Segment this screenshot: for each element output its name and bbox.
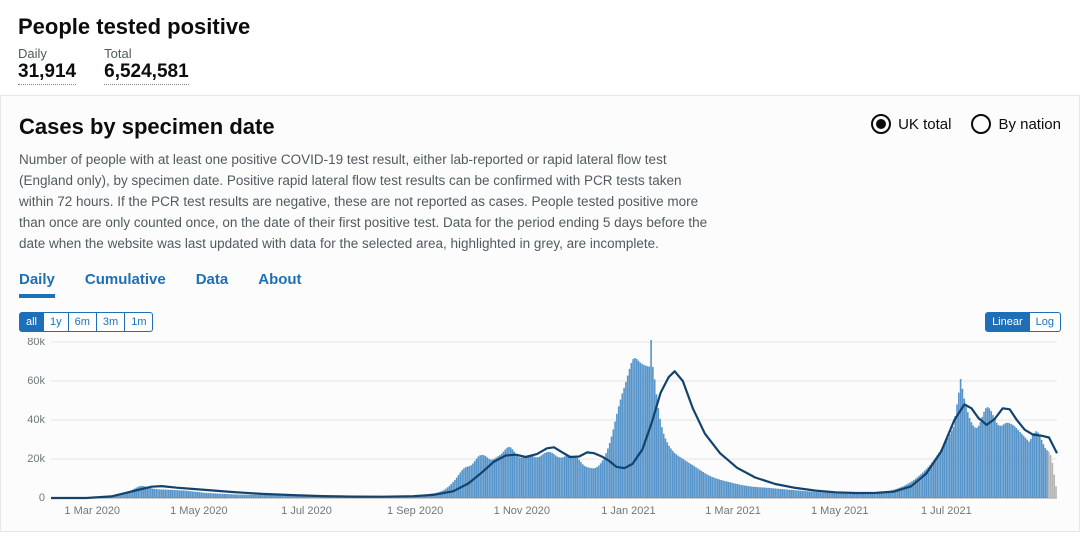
svg-text:60k: 60k — [27, 375, 45, 387]
summary-stats: Daily 31,914 Total 6,524,581 — [18, 46, 1062, 85]
range-6m[interactable]: 6m — [69, 312, 97, 332]
range-buttons: all 1y 6m 3m 1m — [19, 312, 153, 332]
svg-text:1 Sep 2020: 1 Sep 2020 — [387, 505, 443, 517]
radio-by-nation-label: By nation — [998, 116, 1061, 133]
radio-uk-total-label: UK total — [898, 116, 951, 133]
svg-text:20k: 20k — [27, 453, 45, 465]
tab-cumulative[interactable]: Cumulative — [85, 271, 166, 298]
stat-total: Total 6,524,581 — [104, 46, 189, 85]
svg-text:1 Nov 2020: 1 Nov 2020 — [494, 505, 550, 517]
scale-buttons: Linear Log — [985, 312, 1061, 332]
panel-description: Number of people with at least one posit… — [19, 150, 719, 255]
svg-text:1 Jan 2021: 1 Jan 2021 — [601, 505, 655, 517]
svg-text:0: 0 — [39, 492, 45, 504]
svg-text:80k: 80k — [27, 338, 45, 348]
stat-total-value: 6,524,581 — [104, 61, 189, 85]
radio-icon — [971, 114, 991, 134]
view-radios: UK total By nation — [871, 114, 1061, 134]
tab-data[interactable]: Data — [196, 271, 229, 298]
scale-log[interactable]: Log — [1030, 312, 1061, 332]
stat-total-label: Total — [104, 46, 189, 61]
svg-text:1 Mar 2020: 1 Mar 2020 — [64, 505, 120, 517]
svg-text:40k: 40k — [27, 414, 45, 426]
range-1y[interactable]: 1y — [44, 312, 69, 332]
svg-text:1 May 2021: 1 May 2021 — [811, 505, 868, 517]
svg-text:1 Jul 2021: 1 Jul 2021 — [921, 505, 972, 517]
cases-chart: 0 20k 40k 60k 80k 1 Mar 2020 1 May 2020 1 Jul 2… — [19, 338, 1063, 523]
radio-uk-total[interactable]: UK total — [871, 114, 951, 134]
svg-text:1 Mar 2021: 1 Mar 2021 — [705, 505, 761, 517]
radio-icon-selected — [871, 114, 891, 134]
stat-daily-value: 31,914 — [18, 61, 76, 85]
tab-about[interactable]: About — [258, 271, 301, 298]
stat-daily: Daily 31,914 — [18, 46, 76, 85]
range-3m[interactable]: 3m — [97, 312, 125, 332]
range-all[interactable]: all — [19, 312, 44, 332]
panel-title: Cases by specimen date — [19, 114, 275, 140]
summary-header: People tested positive Daily 31,914 Tota… — [0, 0, 1080, 95]
chart-area: 0 20k 40k 60k 80k 1 Mar 2020 1 May 2020 1 Jul 2… — [19, 338, 1061, 523]
radio-by-nation[interactable]: By nation — [971, 114, 1061, 134]
svg-text:1 May 2020: 1 May 2020 — [170, 505, 227, 517]
tab-daily[interactable]: Daily — [19, 271, 55, 298]
page-title: People tested positive — [18, 14, 1062, 40]
scale-linear[interactable]: Linear — [985, 312, 1030, 332]
tabs: Daily Cumulative Data About — [19, 271, 1061, 298]
stat-daily-label: Daily — [18, 46, 76, 61]
svg-text:1 Jul 2020: 1 Jul 2020 — [281, 505, 332, 517]
cases-panel: Cases by specimen date UK total By natio… — [0, 95, 1080, 532]
range-1m[interactable]: 1m — [125, 312, 153, 332]
